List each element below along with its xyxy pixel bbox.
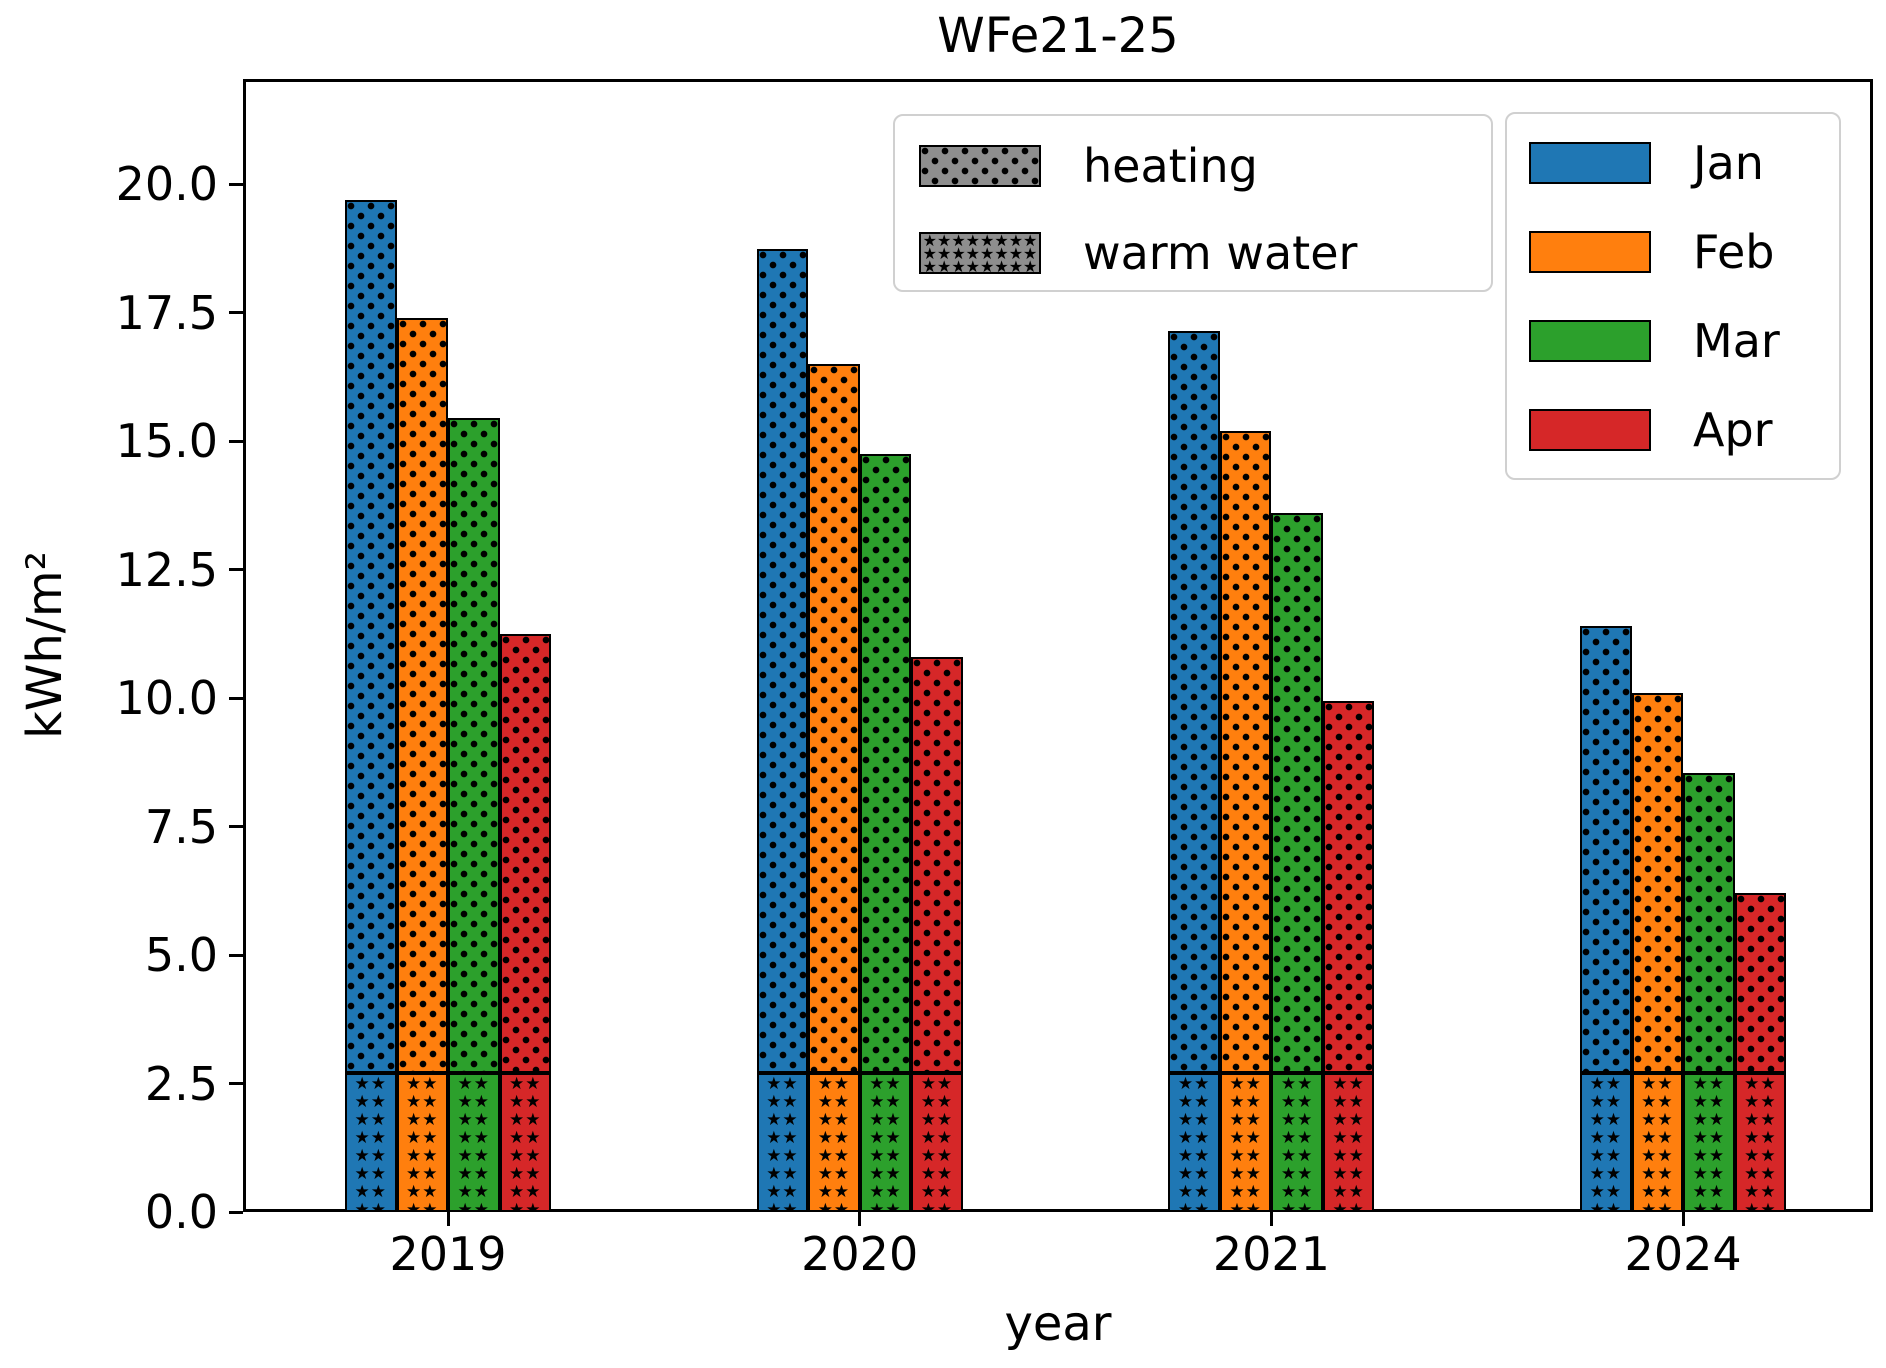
legend-label-warm-water: warm water — [1083, 226, 1358, 280]
x-tick-mark — [1681, 1212, 1685, 1226]
legend-label-apr: Apr — [1693, 403, 1773, 457]
legend-hatch: heating ★★★★★★★★★★★★★★★★★★★★★★★★★★★★★★★★… — [893, 114, 1493, 292]
bar-2019-Feb-warm-water: ★★★★★★★★★★★★★★★★★★★★★★★★★★★★★★★★★★★★★★★★… — [396, 1073, 448, 1212]
bar-2019-Mar-warm-water: ★★★★★★★★★★★★★★★★★★★★★★★★★★★★★★★★★★★★★★★★… — [448, 1073, 500, 1212]
bar-2019-Apr-heating — [499, 633, 551, 1074]
x-tick-label: 2020 — [801, 1227, 919, 1281]
mar-color-swatch — [1529, 320, 1651, 362]
bar-2024-Apr-warm-water: ★★★★★★★★★★★★★★★★★★★★★★★★★★★★★★★★★★★★★★★★… — [1734, 1073, 1787, 1212]
bar-2020-Feb-heating — [808, 364, 860, 1074]
bar-2021-Feb-heating — [1219, 430, 1272, 1074]
bar-2024-Feb-heating — [1631, 693, 1684, 1074]
legend-row-heating: heating — [919, 143, 1258, 189]
y-tick-mark — [229, 182, 243, 186]
heating-hatch-swatch — [919, 145, 1041, 187]
bar-2024-Jan-warm-water: ★★★★★★★★★★★★★★★★★★★★★★★★★★★★★★★★★★★★★★★★… — [1580, 1073, 1632, 1212]
x-tick-label: 2024 — [1624, 1227, 1742, 1281]
bar-2024-Mar-heating — [1683, 772, 1735, 1074]
apr-color-swatch — [1529, 409, 1651, 451]
bar-2019-Apr-warm-water: ★★★★★★★★★★★★★★★★★★★★★★★★★★★★★★★★★★★★★★★★… — [499, 1073, 551, 1212]
bar-2021-Feb-warm-water: ★★★★★★★★★★★★★★★★★★★★★★★★★★★★★★★★★★★★★★★★… — [1219, 1073, 1272, 1212]
bar-2021-Mar-heating — [1271, 513, 1323, 1074]
y-tick-mark — [229, 1082, 243, 1086]
y-tick-label: 20.0 — [115, 157, 218, 212]
y-tick-label: 12.5 — [115, 542, 218, 597]
bar-2019-Jan-heating — [345, 199, 397, 1074]
bar-2019-Feb-heating — [396, 317, 448, 1074]
x-tick-label: 2019 — [389, 1227, 507, 1281]
legend-label-mar: Mar — [1693, 314, 1780, 368]
bar-2021-Apr-warm-water: ★★★★★★★★★★★★★★★★★★★★★★★★★★★★★★★★★★★★★★★★… — [1322, 1073, 1375, 1212]
y-tick-mark — [229, 311, 243, 315]
legend-row-jan: Jan — [1529, 140, 1764, 186]
y-tick-label: 2.5 — [144, 1056, 218, 1111]
legend-row-warm-water: ★★★★★★★★★★★★★★★★★★★★★★★★★★★★★★★★★★★★★★★★… — [919, 230, 1357, 276]
jan-color-swatch — [1529, 142, 1651, 184]
bar-2020-Feb-warm-water: ★★★★★★★★★★★★★★★★★★★★★★★★★★★★★★★★★★★★★★★★… — [808, 1073, 860, 1212]
y-tick-label: 7.5 — [144, 799, 218, 854]
feb-color-swatch — [1529, 231, 1651, 273]
y-tick-label: 0.0 — [144, 1185, 218, 1239]
y-tick-label: 10.0 — [115, 671, 218, 726]
y-tick-mark — [229, 568, 243, 572]
x-axis-label: year — [1004, 1296, 1112, 1352]
bar-2020-Apr-heating — [911, 657, 963, 1074]
chart-title: WFe21-25 — [937, 8, 1179, 64]
y-tick-label: 5.0 — [144, 928, 218, 983]
legend-row-feb: Feb — [1529, 229, 1774, 275]
x-tick-label: 2021 — [1212, 1227, 1330, 1281]
bar-2020-Apr-warm-water: ★★★★★★★★★★★★★★★★★★★★★★★★★★★★★★★★★★★★★★★★… — [911, 1073, 963, 1212]
x-tick-mark — [446, 1212, 450, 1226]
legend-label-heating: heating — [1083, 139, 1258, 193]
bar-2024-Apr-heating — [1734, 893, 1787, 1074]
bar-2024-Jan-heating — [1580, 626, 1632, 1074]
bar-2021-Jan-warm-water: ★★★★★★★★★★★★★★★★★★★★★★★★★★★★★★★★★★★★★★★★… — [1168, 1073, 1220, 1212]
x-tick-mark — [1269, 1212, 1273, 1226]
bar-2021-Apr-heating — [1322, 700, 1375, 1074]
legend-row-mar: Mar — [1529, 318, 1780, 364]
legend-label-feb: Feb — [1693, 225, 1775, 279]
y-tick-label: 17.5 — [115, 285, 218, 340]
y-tick-mark — [229, 439, 243, 443]
y-tick-mark — [229, 696, 243, 700]
legend-months: Jan Feb Mar Apr — [1505, 112, 1841, 480]
bar-2024-Mar-warm-water: ★★★★★★★★★★★★★★★★★★★★★★★★★★★★★★★★★★★★★★★★… — [1683, 1073, 1735, 1212]
warm-water-hatch-swatch: ★★★★★★★★★★★★★★★★★★★★★★★★★★★★★★★★★★★★★★★★… — [919, 232, 1041, 274]
y-tick-mark — [229, 825, 243, 829]
legend-label-jan: Jan — [1693, 136, 1764, 190]
bar-2020-Jan-warm-water: ★★★★★★★★★★★★★★★★★★★★★★★★★★★★★★★★★★★★★★★★… — [756, 1073, 809, 1212]
bar-2020-Jan-heating — [756, 248, 809, 1074]
bar-2021-Jan-heating — [1168, 330, 1220, 1074]
y-tick-mark — [229, 1210, 243, 1214]
legend-row-apr: Apr — [1529, 407, 1773, 453]
bar-2019-Jan-warm-water: ★★★★★★★★★★★★★★★★★★★★★★★★★★★★★★★★★★★★★★★★… — [345, 1073, 397, 1212]
bar-2021-Mar-warm-water: ★★★★★★★★★★★★★★★★★★★★★★★★★★★★★★★★★★★★★★★★… — [1271, 1073, 1323, 1212]
x-tick-mark — [858, 1212, 862, 1226]
bar-2020-Mar-warm-water: ★★★★★★★★★★★★★★★★★★★★★★★★★★★★★★★★★★★★★★★★… — [859, 1073, 912, 1212]
bar-2020-Mar-heating — [859, 454, 912, 1074]
bar-2024-Feb-warm-water: ★★★★★★★★★★★★★★★★★★★★★★★★★★★★★★★★★★★★★★★★… — [1631, 1073, 1684, 1212]
y-tick-mark — [229, 953, 243, 957]
bar-2019-Mar-heating — [448, 418, 500, 1074]
y-tick-label: 15.0 — [115, 414, 218, 469]
